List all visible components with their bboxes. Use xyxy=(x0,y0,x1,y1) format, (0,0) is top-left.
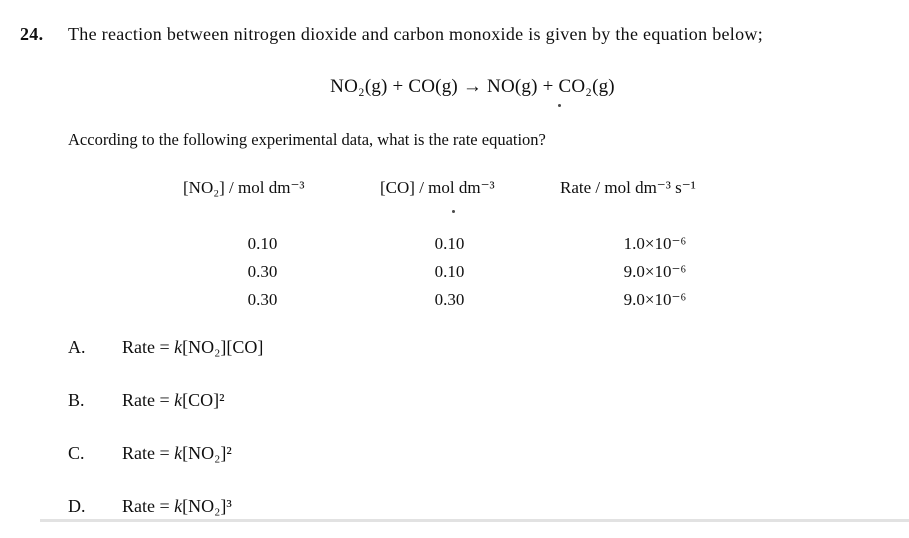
question-prompt: According to the following experimental … xyxy=(68,130,546,149)
option-letter: C. xyxy=(68,443,85,463)
column-header-rate: Rate / mol dm⁻³ s⁻¹ xyxy=(560,178,696,197)
cell-no2-value: 0.10 xyxy=(247,234,278,253)
column-header-no2-concentration: [NO₂] / mol dm⁻³ xyxy=(183,178,305,197)
question-text: The reaction between nitrogen dioxide an… xyxy=(68,24,764,44)
table-row: 0.10 0.10 1.0×10⁻⁶ xyxy=(180,230,770,258)
cell-no2-value: 0.30 xyxy=(247,290,278,309)
experimental-data-table: [NO₂] / mol dm⁻³ [CO] / mol dm⁻³ Rate / … xyxy=(180,178,770,314)
option-letter: B. xyxy=(68,390,85,410)
answer-option-a: A. Rate = k[NO₂][CO] xyxy=(68,336,263,358)
rate-constant-k: k xyxy=(174,337,183,357)
table-row: 0.30 0.30 9.0×10⁻⁶ xyxy=(180,286,770,314)
table-row: 0.30 0.10 9.0×10⁻⁶ xyxy=(180,258,770,286)
rate-expression: [NO₂][CO] xyxy=(182,337,264,357)
answer-option-c: C. Rate = k[NO₂]² xyxy=(68,442,232,464)
option-letter: A. xyxy=(68,337,86,357)
chemical-equation: NO₂(g) + CO(g) → NO(g) + CO₂(g) xyxy=(330,76,615,97)
rate-constant-k: k xyxy=(174,390,183,410)
rate-label: Rate = xyxy=(122,443,175,463)
scan-speck xyxy=(452,210,455,213)
rate-constant-k: k xyxy=(174,496,183,516)
cell-co-value: 0.30 xyxy=(434,290,465,309)
scan-speck xyxy=(558,104,561,107)
rate-expression: [NO₂]² xyxy=(182,443,232,463)
rate-constant-k: k xyxy=(174,443,183,463)
rate-expression: [NO₂]³ xyxy=(182,496,232,516)
cell-no2-value: 0.30 xyxy=(247,262,278,281)
question-number: 24. xyxy=(20,24,44,44)
rate-expression: [CO]² xyxy=(182,390,225,410)
rate-label: Rate = xyxy=(122,496,175,516)
option-letter: D. xyxy=(68,496,86,516)
cell-co-value: 0.10 xyxy=(434,262,465,281)
answer-option-b: B. Rate = k[CO]² xyxy=(68,389,225,411)
cell-rate-value: 9.0×10⁻⁶ xyxy=(623,262,687,281)
rate-label: Rate = xyxy=(122,337,175,357)
question-line: 24. The reaction between nitrogen dioxide… xyxy=(20,22,763,46)
cell-co-value: 0.10 xyxy=(434,234,465,253)
scan-artifact-line xyxy=(40,519,909,522)
column-header-co-concentration: [CO] / mol dm⁻³ xyxy=(380,178,495,197)
table-header-row: [NO₂] / mol dm⁻³ [CO] / mol dm⁻³ Rate / … xyxy=(180,178,770,198)
cell-rate-value: 9.0×10⁻⁶ xyxy=(623,290,687,309)
answer-option-d: D. Rate = k[NO₂]³ xyxy=(68,495,232,517)
rate-label: Rate = xyxy=(122,390,175,410)
cell-rate-value: 1.0×10⁻⁶ xyxy=(623,234,687,253)
